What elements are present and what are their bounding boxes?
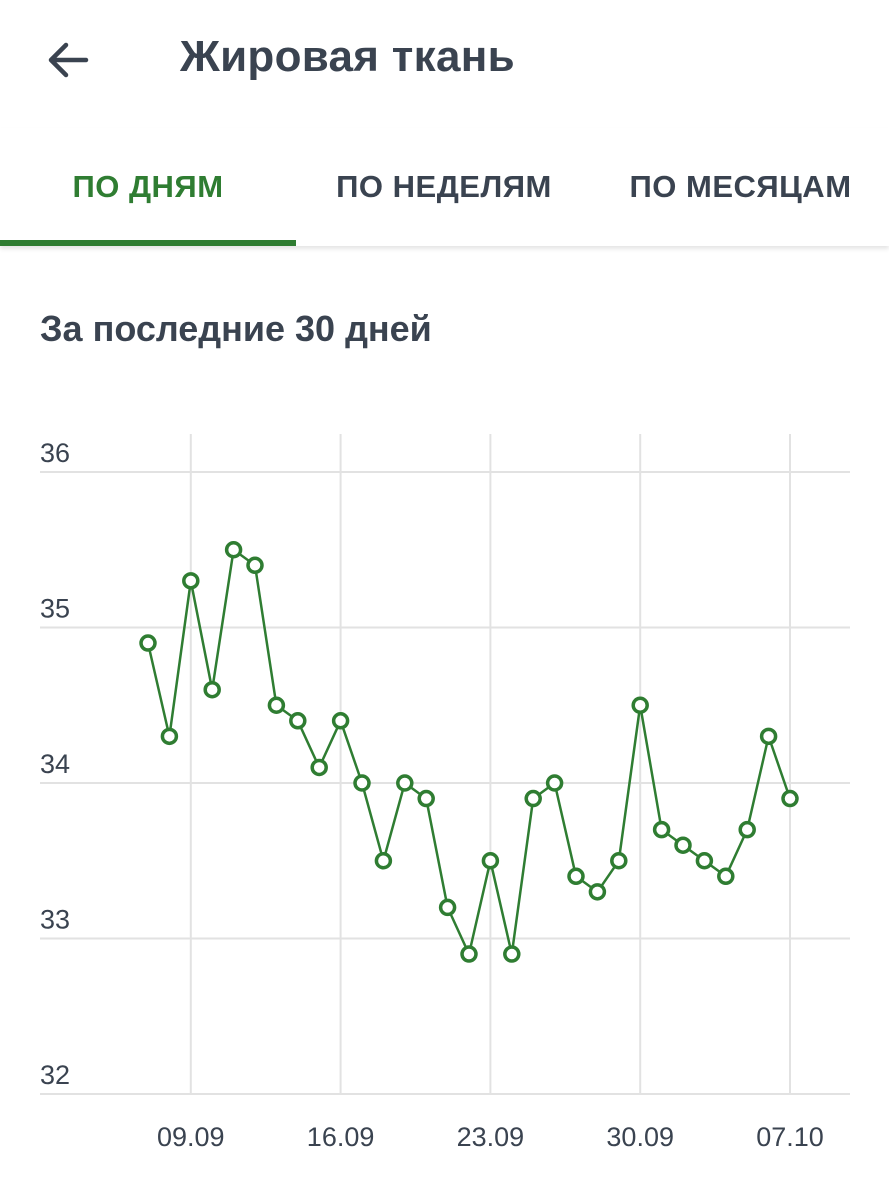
x-tick-label: 07.10 [756, 1122, 824, 1152]
tab-bar: ПО ДНЯМ ПО НЕДЕЛЯМ ПО МЕСЯЦАМ [0, 128, 889, 246]
data-point[interactable] [631, 696, 649, 714]
data-point[interactable] [182, 572, 200, 590]
data-point[interactable] [460, 945, 478, 963]
active-tab-indicator [0, 240, 296, 246]
body-fat-line-chart: 36 35 34 33 32 09.09 16.09 23.09 30.09 07.10 [40, 434, 850, 1152]
x-tick-label: 09.09 [157, 1122, 225, 1152]
data-point[interactable] [503, 945, 521, 963]
y-tick-label: 36 [40, 438, 70, 468]
x-axis-ticks: 09.09 16.09 23.09 30.09 07.10 [157, 1122, 824, 1152]
app-bar: Жировая ткань [0, 0, 889, 120]
tab-by-weeks[interactable]: ПО НЕДЕЛЯМ [336, 169, 552, 204]
vertical-grid [189, 434, 791, 1094]
x-tick-label: 16.09 [307, 1122, 375, 1152]
page-title: Жировая ткань [180, 32, 515, 81]
data-point[interactable] [374, 852, 393, 870]
data-point[interactable] [781, 789, 799, 808]
data-point[interactable] [353, 774, 371, 792]
x-tick-label: 30.09 [606, 1122, 674, 1152]
tab-by-days[interactable]: ПО ДНЯМ [72, 169, 224, 204]
data-point[interactable] [524, 789, 542, 808]
data-point[interactable] [759, 727, 778, 746]
data-point[interactable] [310, 758, 328, 777]
data-point[interactable] [738, 820, 756, 839]
data-point[interactable] [438, 898, 457, 917]
data-point[interactable] [224, 541, 243, 559]
data-point[interactable] [331, 712, 350, 730]
data-point[interactable] [717, 867, 735, 886]
data-point[interactable] [652, 820, 671, 839]
data-point[interactable] [203, 680, 221, 699]
series-line [146, 548, 792, 956]
data-point[interactable] [695, 852, 714, 870]
data-point[interactable] [139, 634, 157, 652]
tab-by-months[interactable]: ПО МЕСЯЦАМ [629, 169, 852, 204]
y-tick-label: 35 [40, 594, 70, 624]
period-label: За последние 30 дней [40, 308, 432, 349]
data-point[interactable] [396, 774, 414, 792]
data-point[interactable] [160, 727, 179, 746]
data-point[interactable] [610, 852, 628, 870]
y-tick-label: 34 [40, 749, 70, 779]
y-tick-label: 32 [40, 1060, 70, 1090]
data-point[interactable] [674, 836, 692, 854]
data-point[interactable] [417, 789, 435, 808]
back-button[interactable] [36, 30, 100, 90]
data-point[interactable] [588, 883, 607, 901]
data-point[interactable] [545, 774, 564, 792]
x-tick-label: 23.09 [457, 1122, 525, 1152]
y-tick-label: 33 [40, 905, 70, 935]
y-axis-ticks: 36 35 34 33 32 [40, 438, 70, 1090]
data-point[interactable] [246, 556, 264, 575]
data-point[interactable] [289, 712, 307, 730]
series-line-group [146, 548, 792, 956]
data-point[interactable] [267, 696, 286, 714]
data-point[interactable] [567, 867, 585, 886]
data-point[interactable] [481, 852, 500, 870]
horizontal-grid [40, 471, 850, 1095]
arrow-left-icon [48, 42, 89, 78]
series-points-group [139, 541, 799, 963]
